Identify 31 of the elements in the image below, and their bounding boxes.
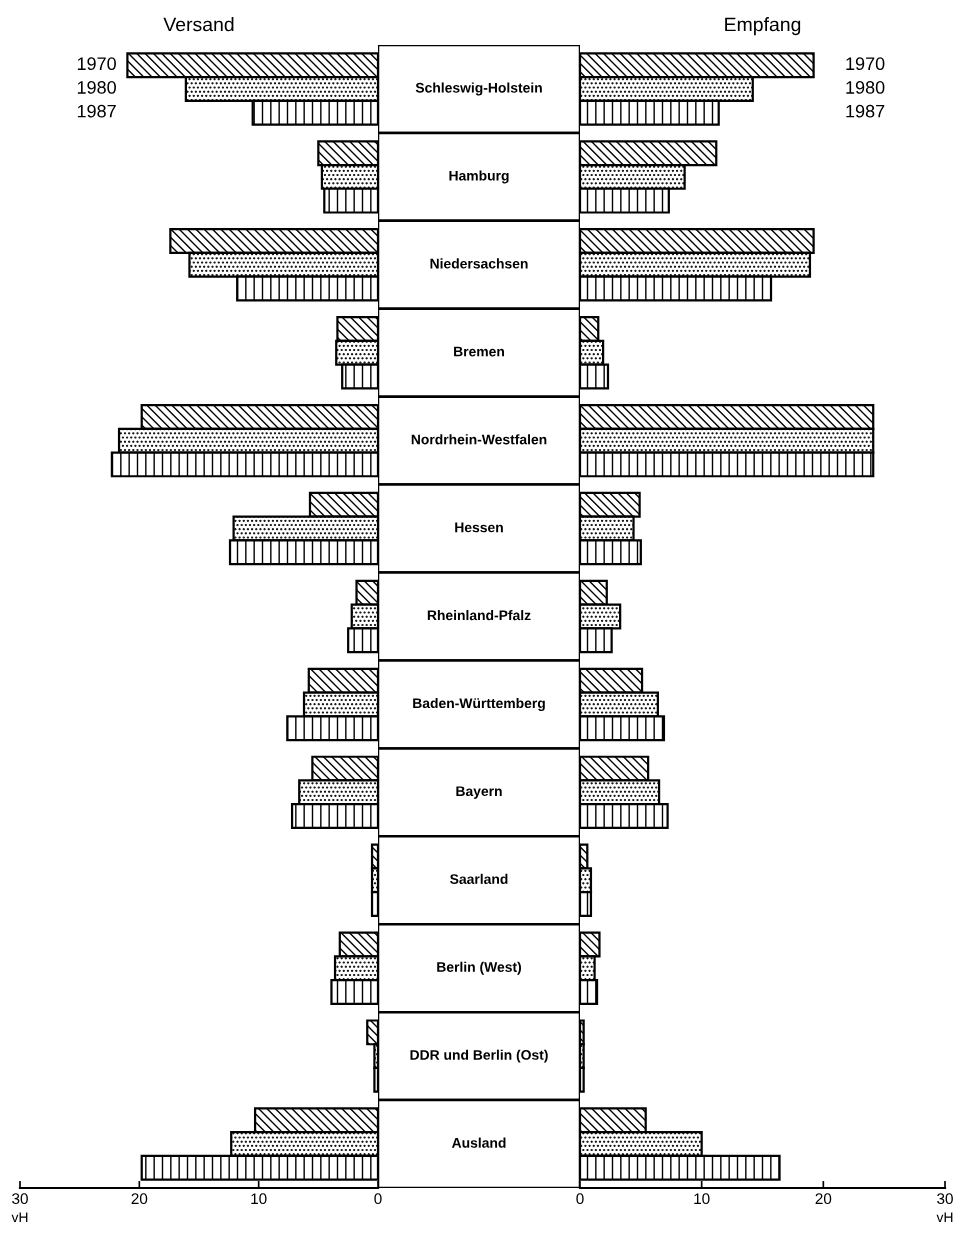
text: 1987 bbox=[77, 104, 116, 118]
series-label: 1970 bbox=[77, 57, 116, 71]
y-tick-label: Berlin (West) bbox=[437, 961, 522, 975]
y-tick-label: Ausland bbox=[451, 1137, 506, 1148]
y-tick-label: Hamburg bbox=[449, 170, 509, 184]
x-axis-title: vH bbox=[936, 1212, 953, 1223]
y-tick-label: Saarland bbox=[450, 873, 508, 884]
y-tick-label: Baden-Württemberg bbox=[413, 697, 545, 711]
x-tick-label: 10 bbox=[251, 1193, 267, 1205]
y-tick-label: Niedersachsen bbox=[430, 258, 528, 269]
x-tick-label: 20 bbox=[131, 1193, 148, 1205]
y-tick-label: Bremen bbox=[454, 346, 504, 357]
y-tick-label: Rheinland-Pfalz bbox=[427, 610, 531, 621]
series-label: 1970 bbox=[846, 57, 885, 71]
chart-title: Versand bbox=[163, 17, 234, 32]
y-tick-label: Hessen bbox=[455, 522, 503, 533]
text: 1980 bbox=[77, 81, 116, 94]
x-tick-label: 20 bbox=[815, 1193, 832, 1205]
x-axis-title: vH bbox=[11, 1212, 28, 1223]
x-tick-label: 10 bbox=[694, 1193, 710, 1205]
text: 1980 bbox=[846, 81, 885, 94]
chart-title: Empfang bbox=[725, 17, 801, 36]
text: 1987 bbox=[846, 104, 885, 118]
x-tick-label: 30 bbox=[937, 1193, 953, 1205]
y-tick-label: Bayern bbox=[456, 786, 502, 799]
y-tick-label: DDR und Berlin (Ost) bbox=[410, 1049, 548, 1063]
y-tick-label: Schleswig-Holstein bbox=[415, 82, 542, 96]
x-tick-label: 0 bbox=[576, 1193, 584, 1205]
y-tick-label: Nordrhein-Westfalen bbox=[411, 434, 547, 445]
x-tick-label: 0 bbox=[374, 1193, 382, 1205]
x-tick-label: 30 bbox=[12, 1193, 28, 1205]
